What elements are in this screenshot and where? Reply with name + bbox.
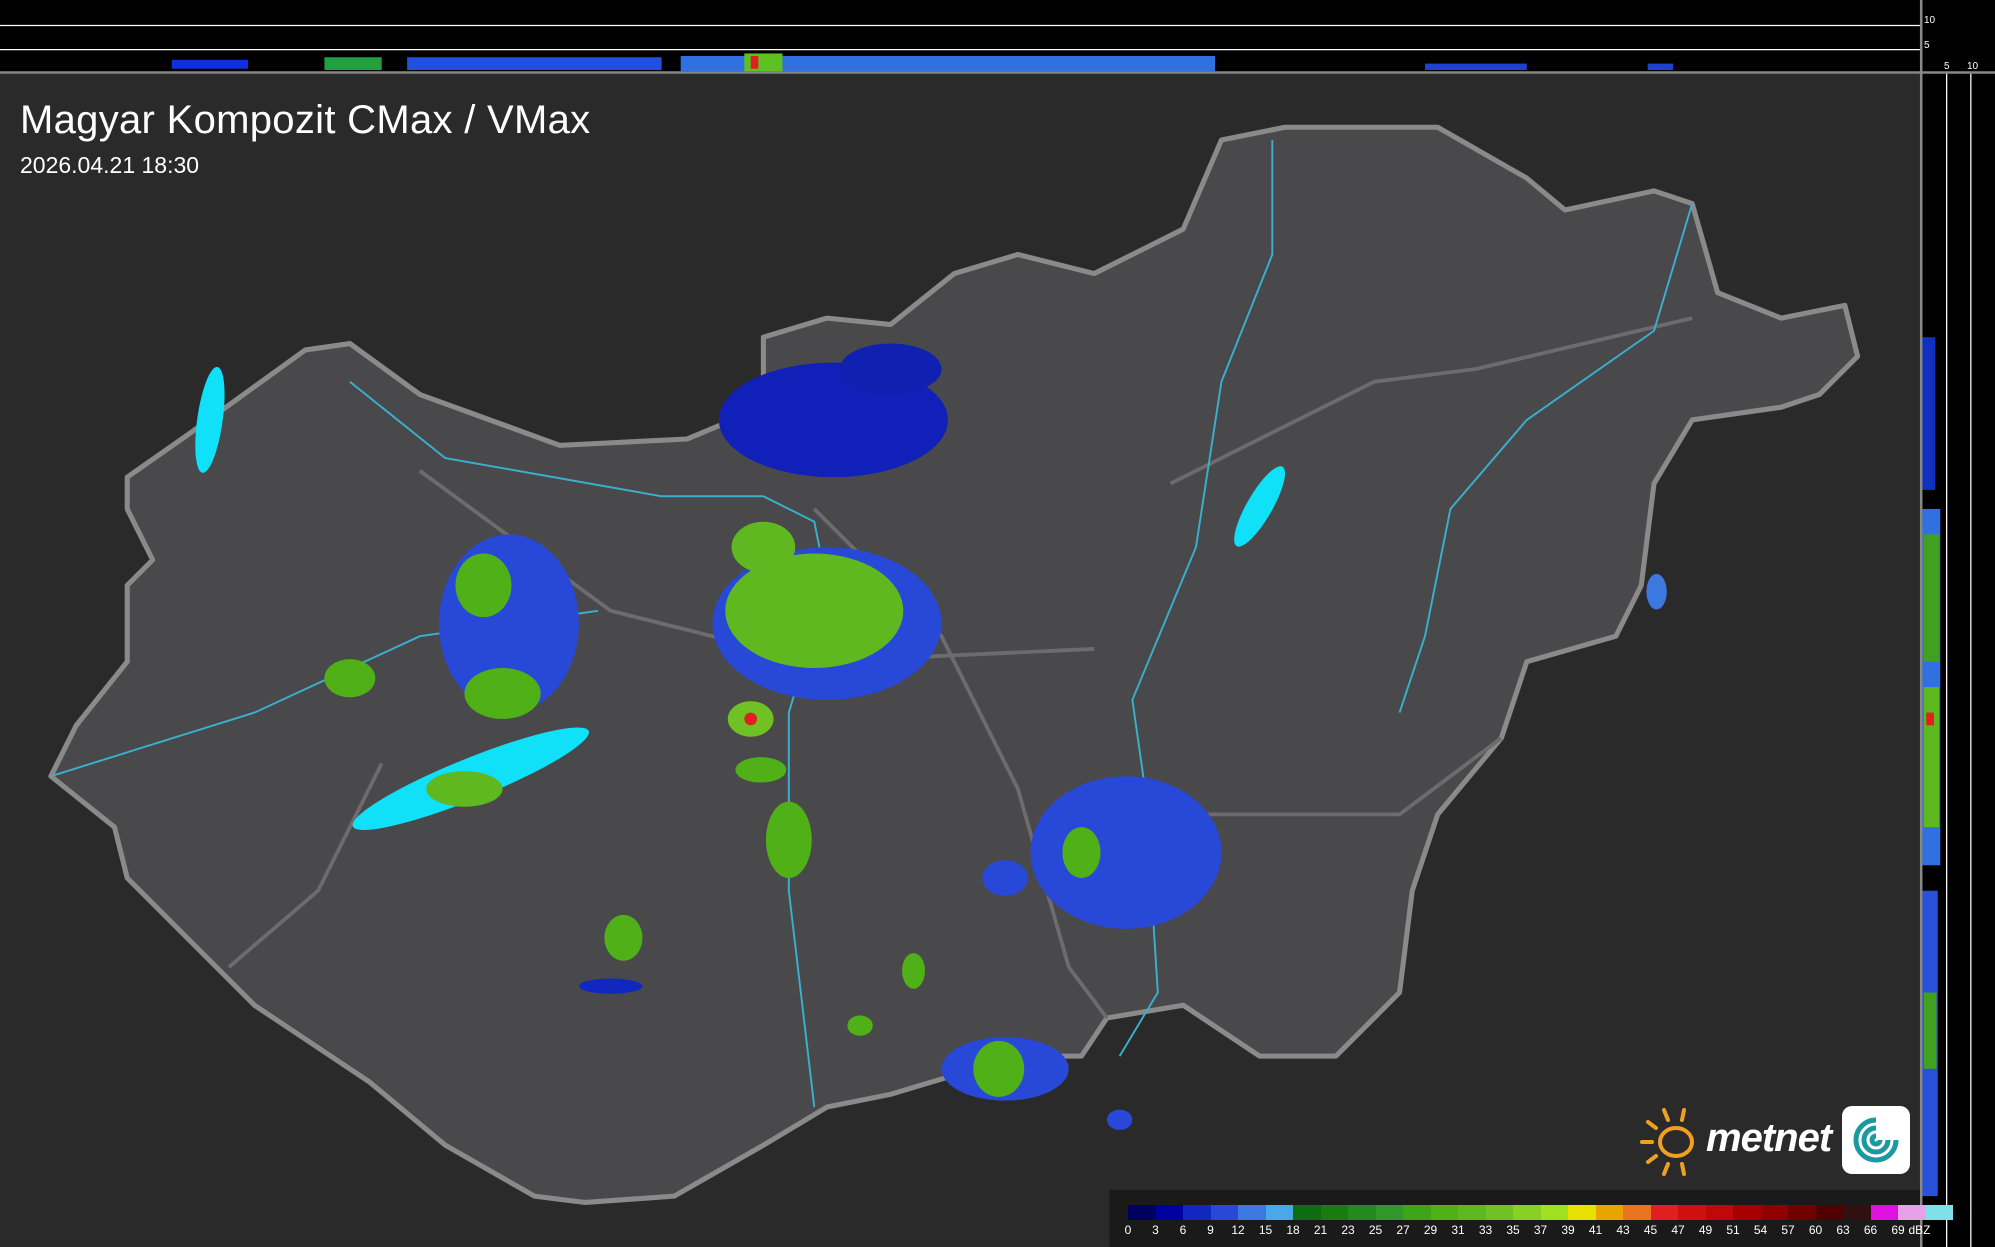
logo-text: metnet: [1706, 1116, 1832, 1160]
legend-swatch: [1760, 1205, 1788, 1220]
profile-top: [0, 24, 1995, 74]
legend-label: 69: [1891, 1223, 1905, 1237]
legend-swatch: [1705, 1205, 1733, 1220]
legend-swatch: [1430, 1205, 1458, 1220]
legend-swatch: [1595, 1205, 1623, 1220]
legend-label: 57: [1781, 1223, 1795, 1237]
legend-label: 49: [1698, 1223, 1713, 1237]
dbz-legend: 0 3 6 9 12 15 18 21 23 25 27 29 31 33 35 37 39 41 43 45 47 49…: [1120, 1205, 1953, 1241]
legend-swatch: [1568, 1205, 1596, 1220]
legend-swatch: [1458, 1205, 1486, 1220]
legend-swatch: [1815, 1205, 1843, 1220]
radar-echoes: [324, 343, 1667, 1130]
swirl-icon: [1842, 1106, 1910, 1174]
legend-label: 9: [1207, 1223, 1214, 1237]
legend-label: 66: [1863, 1223, 1878, 1237]
legend-label: 39: [1561, 1223, 1575, 1237]
legend-label: 25: [1368, 1223, 1383, 1237]
legend-swatch: [1238, 1205, 1266, 1220]
legend-swatch: [1540, 1205, 1568, 1220]
legend-label: 21: [1313, 1223, 1328, 1237]
top-axis-tick: 5: [1924, 40, 1930, 51]
legend-label: 29: [1423, 1223, 1438, 1237]
legend-swatch: [1155, 1205, 1183, 1220]
legend-label: 27: [1396, 1223, 1410, 1237]
legend-label: 43: [1616, 1223, 1630, 1237]
legend-label: 60: [1808, 1223, 1823, 1237]
legend-swatch: [1843, 1205, 1871, 1220]
legend-swatch: [1348, 1205, 1376, 1220]
legend-label: 63: [1836, 1223, 1850, 1237]
legend-swatch: [1513, 1205, 1541, 1220]
legend-swatch: [1375, 1205, 1403, 1220]
legend-label: 47: [1671, 1223, 1685, 1237]
legend-label: 51: [1726, 1223, 1740, 1237]
legend-label: 31: [1451, 1223, 1465, 1237]
right-axis-tick: 5: [1944, 61, 1950, 72]
legend-label: 23: [1341, 1223, 1355, 1237]
legend-swatch: [1788, 1205, 1816, 1220]
legend-swatch: [1485, 1205, 1513, 1220]
legend-labels: 0 3 6 9 12 15 18 21 23 25 27 29 31 33 35 37 39 41 43 45 47 49…: [1120, 1223, 1953, 1241]
legend-label: 35: [1506, 1223, 1520, 1237]
profile-right: [1919, 0, 1972, 1247]
legend-label: 33: [1478, 1223, 1493, 1237]
right-axis-tick: 10: [1967, 61, 1979, 72]
map-title: Magyar Kompozit CMax / VMax: [20, 98, 591, 142]
legend-label: 12: [1231, 1223, 1245, 1237]
legend-swatch: [1623, 1205, 1651, 1220]
legend-unit: dBZ: [1908, 1223, 1931, 1237]
sun-icon: [1640, 1108, 1694, 1176]
legend-swatch: [1678, 1205, 1706, 1220]
legend-label: 45: [1643, 1223, 1658, 1237]
legend-swatch: [1183, 1205, 1211, 1220]
legend-label: 15: [1258, 1223, 1273, 1237]
legend-swatch: [1210, 1205, 1238, 1220]
legend-swatch: [1128, 1205, 1156, 1220]
legend-swatch: [1320, 1205, 1348, 1220]
top-axis-tick: 10: [1924, 15, 1936, 26]
map-timestamp: 2026.04.21 18:30: [20, 152, 200, 178]
legend-swatch: [1265, 1205, 1293, 1220]
legend-swatch: [1898, 1205, 1926, 1220]
legend-swatch: [1650, 1205, 1678, 1220]
legend-label: 6: [1179, 1223, 1187, 1237]
legend-label: 37: [1533, 1223, 1548, 1237]
metnet-logo: metnet: [1638, 1102, 1910, 1182]
legend-swatch: [1925, 1205, 1953, 1220]
legend-label: 18: [1286, 1223, 1300, 1237]
legend-label: 3: [1152, 1223, 1159, 1237]
legend-label: 41: [1588, 1223, 1603, 1237]
legend-color-scale: [1128, 1205, 1953, 1220]
legend-label: 0: [1124, 1223, 1132, 1237]
legend-label: 54: [1753, 1223, 1768, 1237]
legend-swatch: [1293, 1205, 1321, 1220]
legend-swatch: [1870, 1205, 1898, 1220]
legend-swatch: [1403, 1205, 1431, 1220]
legend-swatch: [1733, 1205, 1761, 1220]
